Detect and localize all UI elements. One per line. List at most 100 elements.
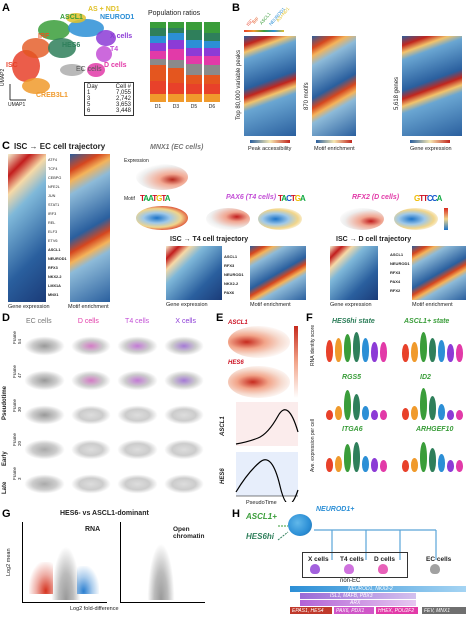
table-cell: 3,448 [115, 108, 131, 114]
umap-creb3l1-cluster [22, 78, 50, 94]
h-ascl1: ASCL1+ [246, 512, 277, 521]
f-gene-arhgef10: ARHGEF10 [416, 426, 454, 433]
c-ec-motif-heatmap [70, 154, 110, 302]
label-asnd1: AS + ND1 [88, 6, 120, 13]
ratio-bar-d5 [186, 22, 202, 102]
h-bar-2 [300, 593, 416, 599]
b-colorbar-1 [250, 140, 290, 143]
c-gene: NEUROD1 [48, 257, 67, 261]
e-hes6-label: HES6 [228, 360, 244, 366]
panel-b-ylabel: Top 80,000 variable peaks [236, 49, 242, 120]
h-target-box [302, 552, 408, 578]
c-gene: MNX1 [48, 293, 59, 297]
umap-isc-cluster [12, 50, 40, 82]
c-ec-gene-heatmap [8, 154, 46, 302]
d-map [22, 467, 67, 500]
h-lineage-arrows [277, 525, 437, 560]
d-col-t4: T4 cells [125, 318, 150, 325]
b-col-label-3: Gene expression [410, 146, 452, 152]
umap-d-cluster [87, 63, 105, 77]
d-map [68, 433, 113, 466]
c-gene: IRF3 [48, 212, 57, 216]
c-d-gene: PAX4 [390, 279, 401, 284]
h-bar4b-label: PAX6, PDX1 [336, 608, 365, 614]
d-map [68, 364, 113, 397]
table-cell: 3,653 [115, 102, 131, 108]
h-bar3-label: ARX [350, 600, 361, 606]
label-t4: T4 [110, 46, 119, 53]
g-chromatin-plot: Open chromatin [120, 522, 205, 603]
e-ascl1-label: ASCL1 [228, 320, 248, 326]
c-rfx2-expr-map [340, 208, 384, 230]
population-ratios-title: Population ratios [148, 10, 201, 17]
h-cell-cluster [288, 514, 312, 536]
c-gene: LMX1A [48, 284, 61, 288]
peak-accessibility-heatmap [244, 36, 296, 136]
table-header-day: Day [87, 84, 98, 90]
h-bar4d-label: FEV, MNX1 [424, 608, 451, 614]
d-col-x: X cells [175, 318, 196, 325]
d-map [68, 330, 113, 363]
c-t4-gene: RFX3 [224, 263, 235, 268]
c-t4-gene-heatmap [166, 246, 222, 300]
label-creb3l1: CREB3L1 [36, 92, 68, 99]
c-rfx2-motif-map [394, 208, 438, 230]
h-hes6: HES6hi [246, 532, 275, 541]
d-grid [22, 330, 206, 500]
d-pseudotime: Pseudotime [2, 385, 8, 420]
c-pax6-title: PAX6 (T4 cells) [226, 194, 277, 201]
population-ratios-chart [150, 22, 220, 103]
panel-e-letter: E [216, 312, 224, 324]
ratio-bar-d6 [204, 22, 220, 102]
c-title-ec: ISC → EC cell trajectory [14, 142, 106, 151]
c-mnx1-expr-map [136, 164, 188, 190]
d-map [115, 330, 160, 363]
h-target-t4: T4 cells [340, 556, 364, 563]
label-hes6: HES6 [62, 42, 81, 49]
c-ec-gene-list: ATF4 TCF4 CEBPG NFE2L JUN STAT1 IRF3 REL… [48, 156, 68, 300]
umap-t4-cluster [96, 46, 112, 62]
panel-b-letter: B [232, 2, 240, 14]
b-colorbar-2 [316, 140, 352, 143]
f-gene-itga6: ITGA6 [342, 426, 363, 433]
c-d-gene: ASCL1 [390, 252, 404, 257]
d-late: Late [2, 481, 8, 494]
ratio-x-label: D1 [154, 104, 162, 110]
g-ylabel: Log2 mean [6, 548, 12, 576]
c-d-gene: RFX2 [390, 288, 401, 293]
table-cell: 7,055 [115, 90, 131, 96]
f-ascl1-state: ASCL1+ state [404, 318, 450, 325]
h-nonec: non-EC [340, 578, 361, 584]
umap-x-cluster [96, 30, 116, 46]
h-bar-4b [334, 607, 374, 614]
label-umap1: UMAP1 [8, 102, 26, 108]
umap-irf-cluster [22, 38, 50, 58]
ratio-x-label: D6 [208, 104, 216, 110]
d-map [115, 364, 160, 397]
label-isc: ISC [6, 62, 18, 69]
d-frame-labels: Frame 54 Frame 47 Frame 30 Frame 20 Fram… [12, 330, 22, 500]
h-bar-4c [376, 607, 418, 614]
c-d-motif-heatmap [412, 246, 466, 300]
c-d-gene-expr-label: Gene expression [330, 302, 372, 308]
e-hes6-axis: HES6 [220, 468, 226, 484]
c-gene: REL [48, 221, 56, 225]
h-target-d: D cells [374, 556, 395, 563]
c-gene: CEBPG [48, 176, 62, 180]
c-d-gene: NEUROD1 [390, 261, 410, 266]
gene-expression-heatmap [402, 36, 462, 136]
label-x-cells: X cells [110, 33, 133, 40]
c-d-gene-heatmap [330, 246, 378, 300]
c-t4-motif-label: Motif enrichment [250, 302, 291, 308]
panel-c-letter: C [2, 140, 10, 152]
c-gene: RFX3 [48, 266, 58, 270]
h-neurod1: NEUROD1+ [316, 506, 355, 513]
d-map [161, 364, 206, 397]
c-t4-gene: ASCL1 [224, 254, 238, 259]
d-map [161, 330, 206, 363]
panel-a-letter: A [2, 2, 10, 14]
f-gene-id2: ID2 [420, 374, 431, 381]
d-map [22, 398, 67, 432]
c-t4-gene-list: ASCL1 RFX3 NEUROD1 NKX2-2 PAX6 [224, 252, 244, 297]
h-target-x: X cells [308, 556, 329, 563]
